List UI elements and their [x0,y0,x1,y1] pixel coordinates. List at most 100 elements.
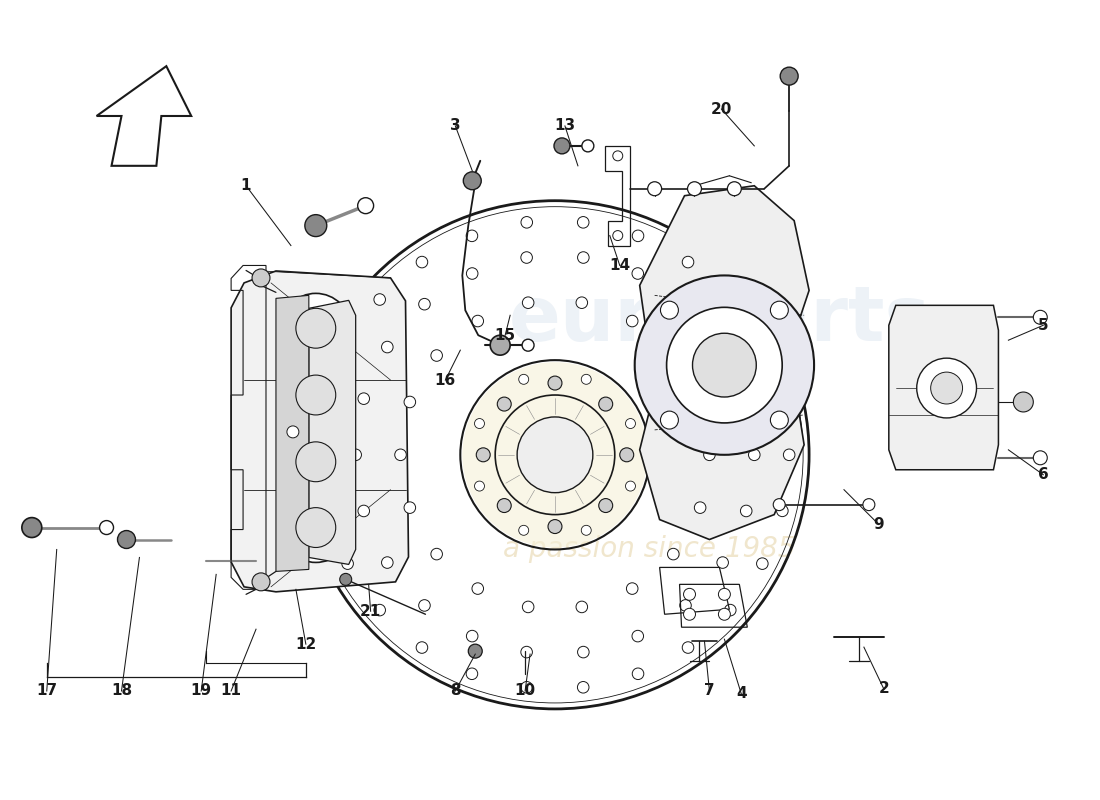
Circle shape [466,630,478,642]
Circle shape [358,505,370,517]
Circle shape [350,449,362,461]
Circle shape [757,340,768,352]
Circle shape [613,151,623,161]
Circle shape [626,315,638,327]
Circle shape [491,335,510,355]
Circle shape [358,198,374,214]
Circle shape [416,256,428,268]
Circle shape [548,376,562,390]
Circle shape [598,498,613,513]
Circle shape [648,182,661,196]
Polygon shape [231,271,408,592]
Circle shape [635,275,814,455]
Circle shape [725,294,736,306]
Text: 20: 20 [711,102,733,117]
Circle shape [287,426,299,438]
Polygon shape [276,295,309,571]
Circle shape [358,393,370,405]
Circle shape [1013,392,1033,412]
Circle shape [548,519,562,534]
Circle shape [474,481,484,491]
Circle shape [668,350,679,362]
Circle shape [725,604,736,616]
Circle shape [578,217,588,228]
Circle shape [522,339,535,351]
Circle shape [576,297,587,309]
Circle shape [463,172,481,190]
Text: 21: 21 [360,604,382,618]
Circle shape [469,644,482,658]
Circle shape [694,502,706,514]
Circle shape [680,298,691,310]
Circle shape [780,67,799,85]
Circle shape [718,608,730,620]
Circle shape [342,558,353,570]
Circle shape [660,411,679,429]
Circle shape [497,397,512,411]
Circle shape [474,418,484,429]
Circle shape [1033,310,1047,324]
Circle shape [520,646,532,658]
Circle shape [522,601,534,613]
Circle shape [462,362,648,547]
Text: 13: 13 [554,118,575,134]
Text: 2: 2 [879,682,889,697]
Circle shape [280,294,351,363]
Text: 19: 19 [190,683,212,698]
Circle shape [404,396,416,408]
Circle shape [419,298,430,310]
Text: 9: 9 [873,517,884,532]
Circle shape [519,526,529,535]
Circle shape [466,230,477,242]
Circle shape [757,558,768,570]
Circle shape [1033,451,1047,465]
Circle shape [660,301,679,319]
Circle shape [521,682,532,693]
Circle shape [916,358,977,418]
Circle shape [740,505,752,517]
Circle shape [668,548,679,560]
Circle shape [682,642,694,654]
Circle shape [252,573,270,591]
Circle shape [374,294,385,306]
Circle shape [280,360,351,430]
Circle shape [340,574,352,586]
Text: 11: 11 [221,683,242,698]
Circle shape [431,548,442,560]
Circle shape [717,342,728,353]
Circle shape [770,301,789,319]
Circle shape [626,481,636,491]
Circle shape [322,505,333,517]
Text: 17: 17 [36,683,57,698]
Polygon shape [889,306,999,470]
Circle shape [497,498,512,513]
Text: 8: 8 [450,683,461,698]
Circle shape [613,230,623,241]
Circle shape [296,442,336,482]
Circle shape [626,582,638,594]
Circle shape [576,601,587,613]
Circle shape [280,427,351,497]
Circle shape [770,411,789,429]
Circle shape [582,140,594,152]
Circle shape [404,502,416,514]
Circle shape [598,397,613,411]
Circle shape [315,449,327,461]
Circle shape [632,630,644,642]
Circle shape [322,393,333,405]
Circle shape [626,418,636,429]
Circle shape [419,600,430,611]
Circle shape [717,557,728,568]
Circle shape [280,493,351,562]
Circle shape [431,350,442,362]
Circle shape [472,315,484,327]
Text: 15: 15 [495,328,516,342]
Circle shape [619,448,634,462]
Circle shape [296,308,336,348]
Circle shape [682,256,694,268]
Circle shape [578,682,588,693]
Polygon shape [309,300,355,565]
Circle shape [382,342,393,353]
Circle shape [931,372,962,404]
Circle shape [727,182,741,196]
